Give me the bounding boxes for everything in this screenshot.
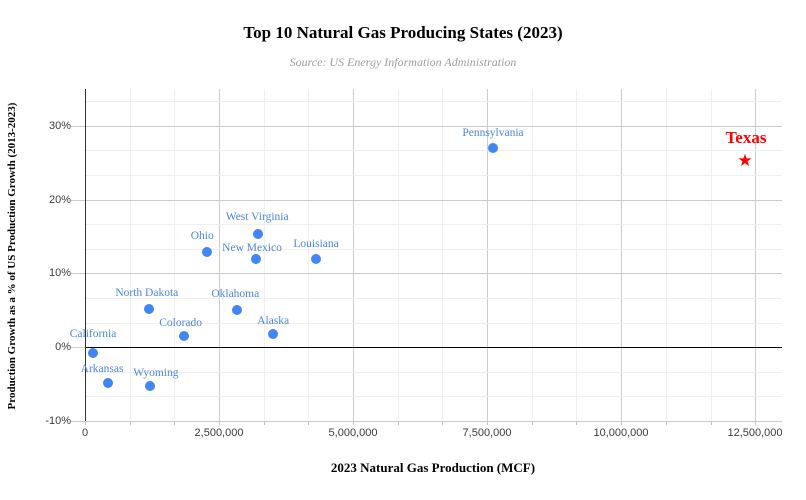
- h-gridline-minor: [85, 175, 782, 176]
- v-gridline-major: [353, 89, 354, 421]
- v-gridline-minor: [308, 89, 309, 421]
- point-label: New Mexico: [222, 242, 282, 255]
- x-tick-mark: [353, 421, 354, 425]
- point-dot-louisiana[interactable]: [311, 254, 322, 265]
- v-gridline-minor: [666, 89, 667, 421]
- point-label: California: [69, 328, 117, 341]
- point-dot-arkansas[interactable]: [103, 377, 114, 388]
- h-gridline-minor: [85, 101, 782, 102]
- y-tick-label: 10%: [48, 267, 71, 279]
- y-tick-label: -10%: [45, 415, 71, 427]
- v-gridline-minor: [264, 89, 265, 421]
- y-tick-mark: [71, 273, 85, 274]
- x-tick-label: 2,500,000: [194, 427, 244, 439]
- chart-subtitle: Source: US Energy Information Administra…: [289, 55, 517, 69]
- point-label: Wyoming: [133, 367, 179, 380]
- x-tick-label: 5,000,000: [328, 427, 378, 439]
- point-label: Ohio: [190, 230, 214, 243]
- x-tick-mark: [174, 421, 175, 425]
- x-tick-label: 10,000,000: [593, 427, 649, 439]
- x-tick-mark: [308, 421, 309, 425]
- y-tick-label: 30%: [48, 120, 71, 132]
- point-dot-ohio[interactable]: [202, 247, 213, 258]
- h-gridline-minor: [85, 323, 782, 324]
- point-dot-wyoming[interactable]: [144, 381, 155, 392]
- h-gridline-major: [85, 273, 782, 274]
- v-gridline-minor: [398, 89, 399, 421]
- x-tick-mark: [398, 421, 399, 425]
- h-gridline-major: [85, 200, 782, 201]
- point-label: West Virginia: [225, 211, 289, 224]
- x-tick-mark: [576, 421, 577, 425]
- h-gridline-minor: [85, 298, 782, 299]
- chart-title: Top 10 Natural Gas Producing States (202…: [243, 23, 563, 42]
- point-dot-new-mexico[interactable]: [251, 254, 262, 265]
- point-dot-west-virginia[interactable]: [253, 229, 264, 240]
- x-tick-mark: [711, 421, 712, 425]
- x-axis-title: 2023 Natural Gas Production (MCF): [330, 460, 536, 475]
- star-icon[interactable]: ★: [737, 151, 753, 171]
- h-gridline-minor: [85, 150, 782, 151]
- v-gridline-minor: [442, 89, 443, 421]
- y-tick-label: 0%: [55, 341, 71, 353]
- x-tick-mark: [219, 421, 220, 425]
- highlight-point-label: Texas: [725, 128, 767, 148]
- v-gridline-minor: [711, 89, 712, 421]
- point-label: Alaska: [257, 314, 290, 327]
- v-gridline-minor: [576, 89, 577, 421]
- h-gridline-minor: [85, 224, 782, 225]
- point-label: Colorado: [159, 317, 203, 330]
- h-gridline-minor: [85, 396, 782, 397]
- h-gridline-minor: [85, 372, 782, 373]
- y-tick-mark: [71, 421, 85, 422]
- point-dot-oklahoma[interactable]: [232, 305, 243, 316]
- point-label: Arkansas: [80, 362, 124, 375]
- point-dot-north-dakota[interactable]: [143, 303, 154, 314]
- x-tick-label: 12,500,000: [727, 427, 783, 439]
- v-gridline-minor: [130, 89, 131, 421]
- v-gridline-major: [755, 89, 756, 421]
- x-tick-mark: [85, 421, 86, 425]
- point-label: Oklahoma: [211, 288, 260, 301]
- plot-area: 0 2,500,000 5,000,000 7,500,000 10,000,000 12…: [45, 89, 783, 439]
- y-axis-line: [85, 89, 86, 421]
- v-gridline-major: [621, 89, 622, 421]
- point-dot-california[interactable]: [88, 348, 99, 359]
- y-tick-label: 20%: [48, 194, 71, 206]
- point-dot-colorado[interactable]: [178, 331, 189, 342]
- zero-line: [85, 347, 782, 348]
- point-label: Pennsylvania: [462, 127, 524, 140]
- v-gridline-minor: [532, 89, 533, 421]
- y-tick-mark: [71, 126, 85, 127]
- x-tick-mark: [755, 421, 756, 425]
- x-tick-label: 0: [81, 427, 89, 439]
- x-tick-mark: [264, 421, 265, 425]
- x-tick-label: 7,500,000: [462, 427, 512, 439]
- v-gridline-major: [219, 89, 220, 421]
- point-label: Louisiana: [293, 238, 339, 251]
- point-label: North Dakota: [115, 286, 179, 299]
- x-tick-mark: [666, 421, 667, 425]
- x-tick-mark: [130, 421, 131, 425]
- v-gridline-minor: [174, 89, 175, 421]
- h-gridline-major: [85, 421, 782, 422]
- y-tick-mark: [71, 347, 85, 348]
- h-gridline-major: [85, 126, 782, 127]
- point-dot-alaska[interactable]: [268, 328, 279, 339]
- y-axis-title: Production Growth as a % of US Productio…: [6, 102, 18, 410]
- x-tick-mark: [532, 421, 533, 425]
- y-tick-mark: [71, 200, 85, 201]
- point-dot-pennsylvania[interactable]: [488, 143, 498, 154]
- x-tick-mark: [442, 421, 443, 425]
- v-gridline-major: [487, 89, 488, 421]
- x-tick-mark: [621, 421, 622, 425]
- h-gridline-minor: [85, 249, 782, 250]
- x-tick-mark: [487, 421, 488, 425]
